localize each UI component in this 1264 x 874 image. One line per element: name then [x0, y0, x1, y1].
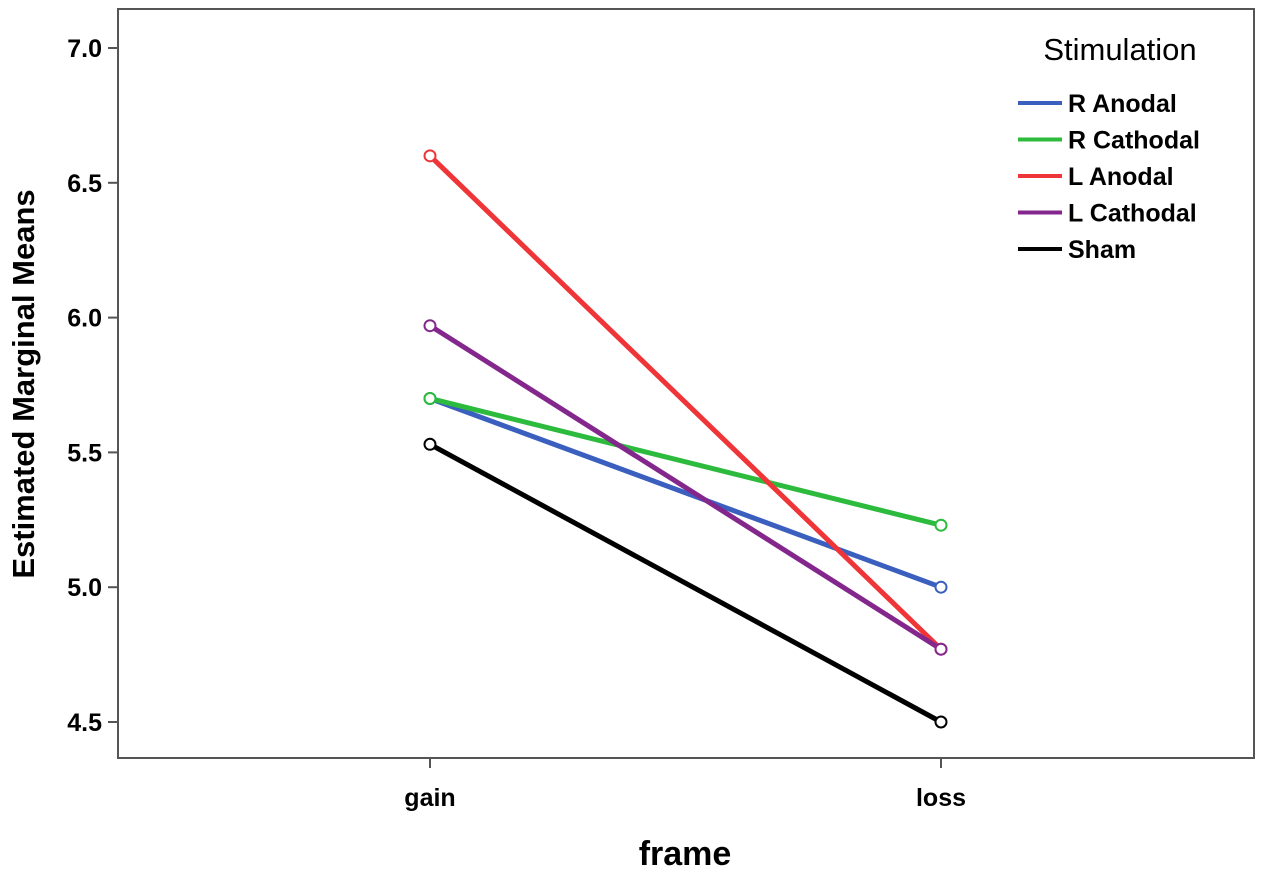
- y-tick-label: 7.0: [67, 35, 102, 63]
- data-point-r-anodal: [934, 580, 948, 594]
- y-tick-label: 5.0: [67, 574, 102, 602]
- y-axis-title: Estimated Marginal Means: [6, 189, 41, 578]
- data-point-r-cathodal: [423, 391, 437, 405]
- x-axis-title: frame: [639, 835, 732, 873]
- series-line-r-anodal: [427, 395, 944, 590]
- legend: Stimulation R Anodal R Cathodal L Anodal L …: [1018, 32, 1200, 264]
- legend-label-r-anodal: R Anodal: [1068, 90, 1177, 118]
- data-point-sham: [934, 715, 948, 729]
- legend-title: Stimulation: [1043, 32, 1196, 67]
- data-point-r-cathodal: [934, 518, 948, 532]
- y-tick-label: 5.5: [67, 439, 102, 467]
- series-line-r-cathodal: [427, 395, 944, 528]
- series-line-l-cathodal: [427, 323, 944, 652]
- series-points: [423, 149, 948, 729]
- series-line-l-anodal: [427, 153, 944, 652]
- legend-label-sham: Sham: [1068, 236, 1136, 264]
- legend-label-l-cathodal: L Cathodal: [1068, 200, 1197, 228]
- data-point-l-cathodal: [423, 319, 437, 333]
- y-tick-label: 6.5: [67, 170, 102, 198]
- legend-label-r-cathodal: R Cathodal: [1068, 127, 1200, 155]
- y-axis: 4.5 5.0 5.5 6.0 6.5 7.0: [67, 35, 118, 737]
- data-point-l-cathodal: [934, 642, 948, 656]
- data-point-sham: [423, 437, 437, 451]
- x-axis: gain loss: [404, 758, 966, 812]
- series-line-sham: [427, 441, 944, 725]
- data-point-l-anodal: [423, 149, 437, 163]
- x-tick-label: gain: [404, 784, 455, 812]
- series-lines: [427, 153, 944, 725]
- y-tick-label: 4.5: [67, 709, 102, 737]
- legend-label-l-anodal: L Anodal: [1068, 163, 1174, 191]
- plot-frame: [117, 8, 1255, 759]
- y-tick-label: 6.0: [67, 305, 102, 333]
- x-tick-label: loss: [916, 784, 966, 812]
